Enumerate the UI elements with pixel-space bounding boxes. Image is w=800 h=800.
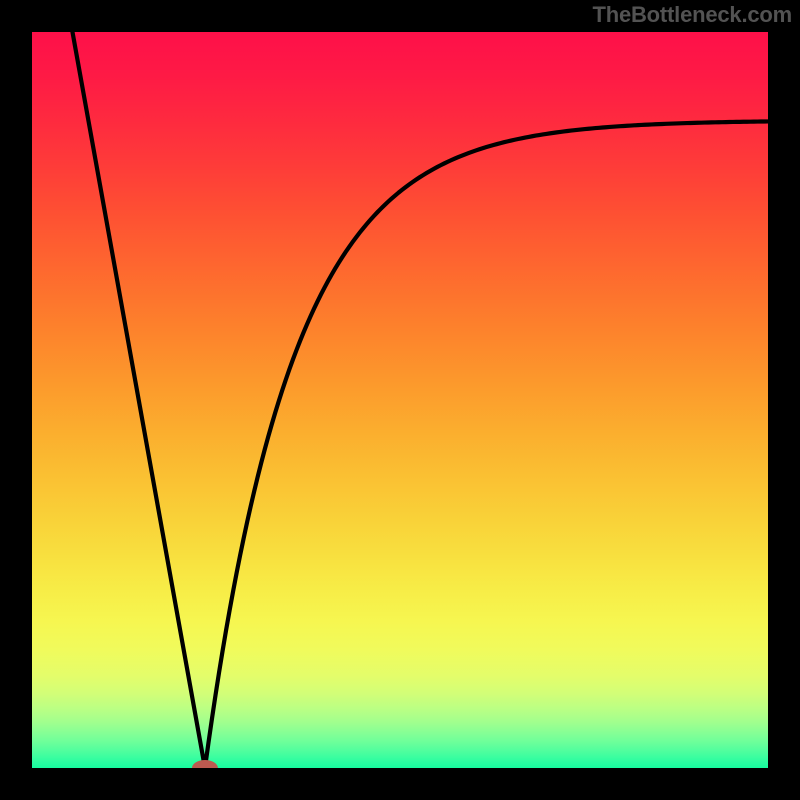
plot-svg bbox=[32, 32, 768, 768]
watermark-label: TheBottleneck.com bbox=[592, 2, 792, 28]
plot-area bbox=[32, 32, 768, 768]
chart-frame: TheBottleneck.com bbox=[0, 0, 800, 800]
gradient-background bbox=[32, 32, 768, 768]
